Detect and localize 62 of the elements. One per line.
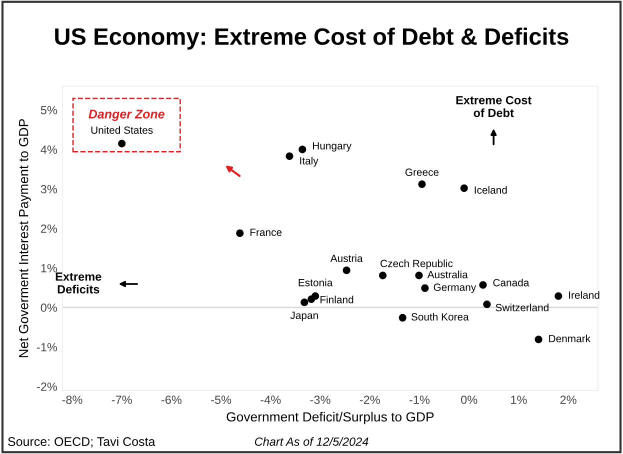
y-tick-label: -1% bbox=[36, 343, 58, 352]
point bbox=[534, 336, 542, 344]
point bbox=[308, 295, 316, 304]
annotation: Switzerland bbox=[496, 304, 548, 312]
y-tick-label: 1% bbox=[41, 264, 58, 272]
x-tick-label: -3% bbox=[310, 396, 330, 404]
x-tick-label: -8% bbox=[62, 396, 82, 404]
x-axis-title: Government Deficit/Surplus to GDP bbox=[226, 412, 434, 424]
x-tick-label: 2% bbox=[560, 396, 576, 404]
annotation: Danger Zone bbox=[88, 110, 164, 121]
point bbox=[483, 300, 491, 308]
annotation: Australia bbox=[427, 270, 468, 278]
annotation: Austria bbox=[330, 254, 363, 262]
annotation: Canada bbox=[493, 278, 530, 286]
point bbox=[554, 292, 562, 300]
point bbox=[479, 281, 487, 289]
x-tick-label: -5% bbox=[211, 396, 232, 404]
annotation: Extreme Cost of Debt bbox=[456, 96, 532, 118]
point bbox=[398, 314, 406, 322]
annotation: Finland bbox=[320, 296, 354, 304]
y-tick-label: -2% bbox=[36, 382, 58, 391]
x-tick-label: -1% bbox=[410, 396, 430, 404]
annotation: Japan bbox=[290, 312, 318, 322]
x-tick-label: -7% bbox=[112, 396, 132, 404]
point bbox=[378, 272, 387, 280]
annotation: Estonia bbox=[298, 278, 333, 286]
x-tick-label: -6% bbox=[161, 396, 182, 404]
annotation: Czech Republic bbox=[380, 260, 453, 270]
point bbox=[300, 298, 308, 306]
point bbox=[460, 184, 468, 192]
y-tick-label: 2% bbox=[40, 224, 58, 233]
annotation: Hungary bbox=[312, 142, 352, 152]
annotation: South Korea bbox=[411, 312, 469, 321]
annotation: Germany bbox=[434, 284, 476, 293]
annotation: Greece bbox=[405, 168, 439, 176]
y-tick-label: 3% bbox=[40, 185, 58, 194]
annotation: Iceland bbox=[474, 186, 507, 194]
y-axis-title: Net Goverment Interest Payment to GDP bbox=[18, 119, 31, 358]
point bbox=[118, 140, 126, 148]
point bbox=[298, 146, 306, 154]
annotation: France bbox=[250, 228, 282, 236]
source-note: Source: OECD; Tavi Costa bbox=[8, 436, 156, 448]
y-tick-label: 5% bbox=[40, 106, 58, 114]
point bbox=[415, 272, 423, 280]
annotation: Italy bbox=[300, 156, 318, 167]
annotation: Extreme Deficits bbox=[56, 272, 102, 294]
point bbox=[236, 229, 244, 238]
annotation: Denmark bbox=[549, 334, 591, 342]
text: Chart As of 12/5/2024 bbox=[254, 437, 368, 446]
point bbox=[286, 152, 294, 160]
point bbox=[421, 284, 429, 292]
x-tick-label: -4% bbox=[260, 396, 281, 404]
y-tick-label: 4% bbox=[40, 146, 58, 154]
y-tick-label: 0% bbox=[40, 304, 58, 312]
point bbox=[342, 266, 350, 274]
annotation: Ireland bbox=[569, 291, 600, 299]
x-tick-label: 0% bbox=[461, 396, 478, 404]
x-tick-label: 1% bbox=[511, 396, 527, 404]
point bbox=[418, 180, 426, 188]
x-tick-label: -2% bbox=[360, 396, 380, 404]
chart-title: US Economy: Extreme Cost of Debt & Deficits bbox=[55, 28, 568, 50]
annotation: United States bbox=[91, 126, 153, 134]
